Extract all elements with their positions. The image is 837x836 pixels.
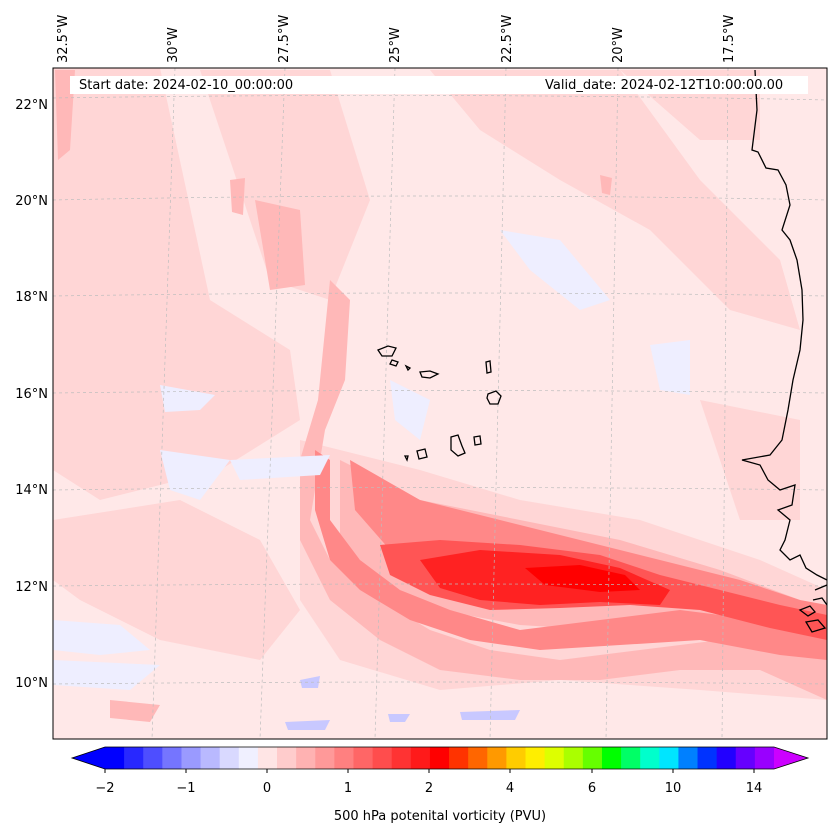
lat-label: 20°N — [15, 194, 48, 209]
pv-contour-max — [525, 565, 640, 592]
colorbar-swatch — [391, 747, 412, 769]
island-boa-vista — [486, 390, 502, 405]
colorbar-swatch — [181, 747, 202, 769]
colorbar-swatch — [735, 747, 756, 769]
colorbar-swatch — [563, 747, 584, 769]
lon-label: 30°W — [166, 27, 181, 63]
colorbar-swatch — [162, 747, 183, 769]
lat-label: 12°N — [15, 580, 48, 595]
colorbar-swatch — [124, 747, 144, 769]
colorbar-swatch — [372, 747, 393, 769]
colorbar-swatch — [487, 747, 507, 769]
graticule — [53, 68, 827, 739]
colorbar-swatch — [296, 747, 316, 769]
lat-label: 14°N — [15, 483, 48, 498]
lon-label: 20°W — [611, 27, 626, 63]
island-sao-nicolau — [419, 370, 440, 379]
colorbar-tick-label: 1 — [343, 781, 353, 796]
colorbar-swatch — [200, 747, 221, 769]
colorbar-swatch — [544, 747, 565, 769]
island-santiago — [450, 434, 466, 457]
colorbar-extend-low — [72, 747, 105, 769]
lon-label: 32.5°W — [56, 14, 71, 63]
lon-label: 22.5°W — [500, 14, 515, 63]
colorbar-swatch — [525, 747, 546, 769]
colorbar-swatch — [678, 747, 699, 769]
colorbar-swatch — [334, 747, 355, 769]
colorbar-tick-label: 0 — [262, 781, 272, 796]
colorbar-swatch — [449, 747, 469, 769]
colorbar-swatch — [506, 747, 527, 769]
lat-label: 10°N — [15, 676, 48, 691]
colorbar-swatch — [353, 747, 374, 769]
colorbar-swatch — [429, 747, 450, 769]
lon-label: 27.5°W — [277, 14, 292, 63]
colorbar-extend-high — [774, 747, 808, 769]
island-santo-antao — [377, 345, 397, 357]
island-brava — [403, 455, 409, 462]
colorbar-tick-label: 14 — [745, 781, 763, 796]
colorbar-swatch — [621, 747, 641, 769]
lon-label: 17.5°W — [722, 14, 737, 63]
pv-contour-negative — [53, 230, 690, 690]
colorbar-tick-label: 6 — [587, 781, 597, 796]
lat-label: 16°N — [15, 387, 48, 402]
island-fogo — [416, 448, 428, 460]
colorbar — [70, 746, 810, 773]
coast-guinea-bissau — [812, 597, 827, 606]
colorbar-tick-label: 10 — [664, 781, 682, 796]
islet-bijagos-1 — [798, 605, 816, 617]
island-santa-luzia — [404, 364, 412, 372]
colorbar-swatch — [582, 747, 603, 769]
colorbar-swatch — [754, 747, 775, 769]
colorbar-label: 500 hPa potenital vorticity (PVU) — [333, 809, 547, 824]
colorbar-tick-label: −1 — [176, 781, 196, 796]
colorbar-swatch — [143, 747, 163, 769]
info-bar — [70, 76, 808, 94]
lat-label: 22°N — [15, 98, 48, 113]
islet-bijagos-2 — [804, 619, 827, 633]
lat-label: 18°N — [15, 290, 48, 305]
start-date-text: Start date: 2024-02-10_00:00:00 — [79, 78, 294, 93]
coast-guinea-bissau-2 — [814, 584, 827, 591]
pv-contour-negative-strong — [285, 676, 520, 730]
colorbar-swatch — [219, 747, 240, 769]
colorbar-swatch — [105, 747, 125, 769]
coastlines — [377, 69, 827, 633]
colorbar-tick-label: −2 — [95, 781, 115, 796]
colorbar-swatch — [468, 747, 488, 769]
island-sal — [485, 360, 492, 374]
colorbar-swatch — [601, 747, 622, 769]
island-maio — [473, 435, 482, 446]
colorbar-tick-label: 4 — [505, 781, 515, 796]
colorbar-swatch — [410, 747, 431, 769]
colorbar-swatch — [277, 747, 297, 769]
colorbar-swatch — [315, 747, 335, 769]
pv-field — [53, 68, 827, 739]
colorbar-swatch — [697, 747, 718, 769]
coast-africa — [741, 69, 827, 581]
colorbar-swatch — [640, 747, 660, 769]
lon-label: 25°W — [388, 27, 403, 63]
valid-date-text: Valid_date: 2024-02-12T10:00:00.00 — [545, 78, 784, 93]
island-sao-vicente — [389, 359, 399, 367]
colorbar-swatch — [238, 747, 259, 769]
colorbar-swatch — [257, 747, 278, 769]
colorbar-swatch — [716, 747, 737, 769]
colorbar-tick-label: 2 — [424, 781, 434, 796]
colorbar-swatch — [659, 747, 680, 769]
map-frame — [52, 67, 828, 740]
